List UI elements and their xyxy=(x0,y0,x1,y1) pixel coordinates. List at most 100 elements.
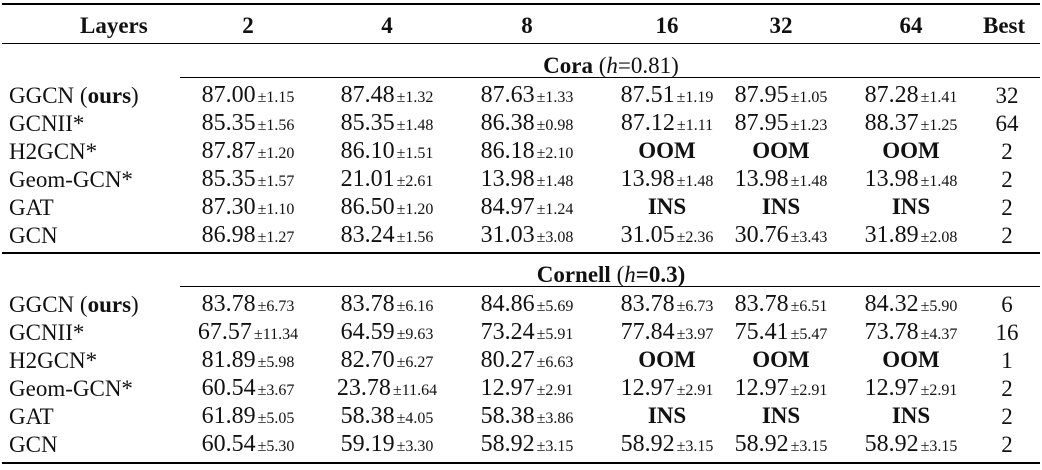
mean-value: 83.24 xyxy=(340,222,395,248)
std-value: ±6.73 xyxy=(257,298,295,315)
result-cell: 21.01 ±2.61 xyxy=(341,167,434,191)
result-cell: 86.98 ±1.27 xyxy=(202,223,295,247)
mean-value: 87.28 xyxy=(864,82,919,108)
mean-value: 82.70 xyxy=(340,347,395,373)
result-cell: 12.97 ±2.91 xyxy=(865,376,958,400)
mean-value: 87.95 xyxy=(734,82,789,108)
best-depth: 2 xyxy=(1001,139,1013,164)
mean-value: 13.98 xyxy=(620,166,675,192)
best-depth: 2 xyxy=(1001,195,1013,220)
layers-header: Layers xyxy=(80,13,148,38)
result-cell: 60.54 ±3.67 xyxy=(202,376,295,400)
best-depth: 2 xyxy=(1001,376,1013,401)
mean-value: 61.89 xyxy=(201,403,256,429)
result-cell: OOM xyxy=(752,138,810,163)
result-cell: 86.50 ±1.20 xyxy=(341,195,434,219)
result-cell: 13.98 ±1.48 xyxy=(481,167,574,191)
result-cell: 86.18 ±2.10 xyxy=(481,139,574,163)
cornell-section-rule xyxy=(180,286,1040,287)
std-value: ±3.15 xyxy=(536,438,574,455)
section-title-cornell: Cornell (h=0.3) xyxy=(536,262,686,287)
model-label: GGCN xyxy=(9,83,75,108)
mean-value: 23.78 xyxy=(336,375,391,401)
result-cell: 84.97 ±1.24 xyxy=(481,195,574,219)
result-cell: OOM xyxy=(638,138,696,163)
result-cell: INS xyxy=(647,194,687,219)
result-cell: 67.57 ±11.34 xyxy=(198,320,298,344)
model-label: GAT xyxy=(9,404,54,429)
result-cell: 85.35 ±1.48 xyxy=(341,111,434,135)
std-value: ±6.27 xyxy=(396,354,434,371)
std-value: ±1.48 xyxy=(396,117,434,134)
mean-value: 87.12 xyxy=(620,110,675,136)
model-name: GAT xyxy=(9,196,54,219)
mean-value: 75.41 xyxy=(734,319,789,345)
result-cell: INS xyxy=(891,403,931,428)
std-value: ±1.48 xyxy=(920,173,958,190)
result-cell: 23.78 ±11.64 xyxy=(337,376,437,400)
column-header-4: 4 xyxy=(381,13,393,38)
model-label: H2GCN* xyxy=(9,139,98,164)
model-label: GCNII* xyxy=(9,111,85,136)
best-depth: 1 xyxy=(1001,348,1013,373)
homophily-symbol: h xyxy=(606,53,618,78)
std-value: ±4.37 xyxy=(920,326,958,343)
std-value: ±5.05 xyxy=(257,410,295,427)
best-depth: 32 xyxy=(995,83,1019,108)
std-value: ±9.63 xyxy=(396,326,434,343)
result-cell: 88.37 ±1.25 xyxy=(865,111,958,135)
mean-value: 88.37 xyxy=(864,110,919,136)
mean-value: 87.87 xyxy=(201,138,256,164)
mean-value: 87.00 xyxy=(201,82,256,108)
model-name: GCNII* xyxy=(9,321,84,344)
mean-value: 73.78 xyxy=(864,319,919,345)
best-depth: 2 xyxy=(1001,432,1013,457)
model-name: H2GCN* xyxy=(9,140,97,163)
result-cell: 87.95 ±1.05 xyxy=(735,83,828,107)
mean-value: 86.10 xyxy=(340,138,395,164)
std-value: ±6.73 xyxy=(676,298,714,315)
mean-value: 86.50 xyxy=(340,194,395,220)
model-label: H2GCN* xyxy=(9,348,98,373)
result-cell: 87.87 ±1.20 xyxy=(202,139,295,163)
std-value: ±2.91 xyxy=(536,382,574,399)
std-value: ±1.05 xyxy=(790,89,828,106)
result-cell: OOM xyxy=(638,347,696,372)
result-cell: 81.89 ±5.98 xyxy=(202,348,295,372)
model-name: GCNII* xyxy=(9,112,84,135)
result-cell: 59.19 ±3.30 xyxy=(341,432,434,456)
std-value: ±2.61 xyxy=(396,173,434,190)
homophily-value: =0.3 xyxy=(635,262,678,287)
result-cell: 86.38 ±0.98 xyxy=(481,111,574,135)
std-value: ±2.08 xyxy=(920,229,958,246)
result-cell: OOM xyxy=(882,138,940,163)
std-value: ±1.56 xyxy=(257,117,295,134)
mean-value: 84.86 xyxy=(480,291,535,317)
mean-value: 67.57 xyxy=(197,319,252,345)
mean-value: 87.95 xyxy=(734,110,789,136)
mean-value: 80.27 xyxy=(480,347,535,373)
best-depth: 64 xyxy=(995,111,1019,136)
column-header-32: 32 xyxy=(769,13,793,38)
std-value: ±5.98 xyxy=(257,354,295,371)
mean-value: 13.98 xyxy=(734,166,789,192)
mean-value: 85.35 xyxy=(201,110,256,136)
std-value: ±0.98 xyxy=(536,117,574,134)
mean-value: 13.98 xyxy=(864,166,919,192)
result-cell: 61.89 ±5.05 xyxy=(202,404,295,428)
header-rule xyxy=(2,43,1040,44)
result-cell: 83.78 ±6.73 xyxy=(621,292,714,316)
result-cell: 31.03 ±3.08 xyxy=(481,223,574,247)
mean-value: 83.78 xyxy=(201,291,256,317)
result-cell: 58.92 ±3.15 xyxy=(735,432,828,456)
model-name: GCN xyxy=(9,433,58,456)
bottom-rule xyxy=(2,462,1040,464)
column-header-2: 2 xyxy=(242,13,254,38)
mean-value: 21.01 xyxy=(340,166,395,192)
mean-value: 83.78 xyxy=(340,291,395,317)
result-cell: 87.28 ±1.41 xyxy=(865,83,958,107)
best-depth: 2 xyxy=(1001,404,1013,429)
std-value: ±3.15 xyxy=(790,438,828,455)
model-label: GCN xyxy=(9,223,58,248)
result-cell: 87.00 ±1.15 xyxy=(202,83,295,107)
